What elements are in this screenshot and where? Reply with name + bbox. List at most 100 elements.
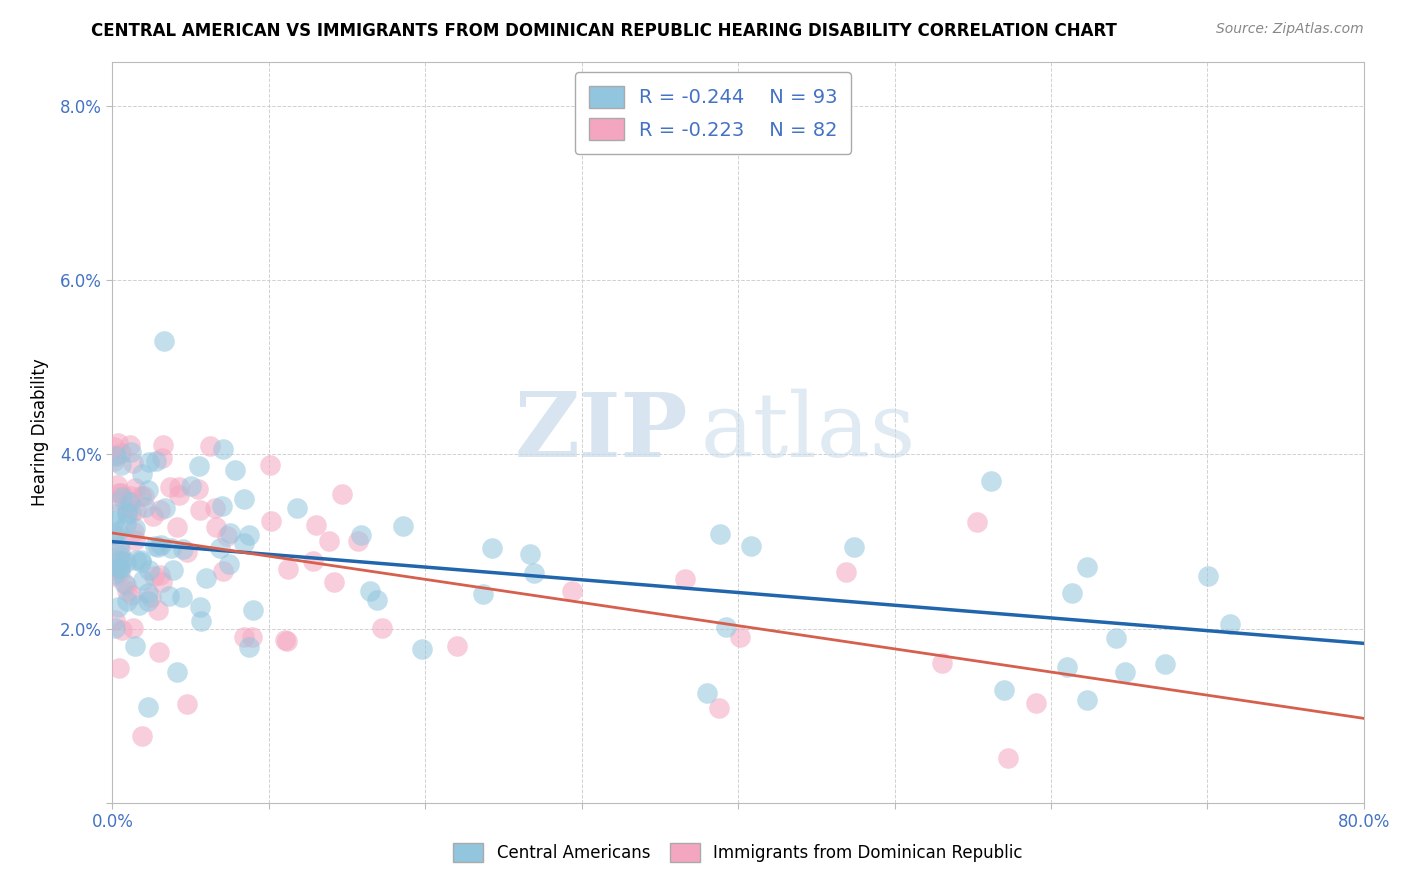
Point	[301, 554, 323, 568]
Point	[446, 640, 468, 654]
Point	[103, 453, 125, 467]
Point	[110, 485, 132, 500]
Point	[195, 571, 218, 585]
Point	[122, 457, 145, 471]
Point	[673, 572, 696, 586]
Point	[129, 489, 152, 503]
Point	[138, 483, 160, 498]
Point	[107, 600, 129, 615]
Point	[115, 555, 138, 569]
Point	[115, 507, 138, 521]
Point	[111, 624, 134, 638]
Point	[1062, 585, 1084, 599]
Point	[242, 603, 264, 617]
Point	[305, 518, 328, 533]
Point	[180, 479, 202, 493]
Point	[120, 506, 142, 520]
Point	[104, 613, 127, 627]
Point	[1104, 632, 1126, 646]
Point	[103, 561, 125, 575]
Point	[103, 440, 125, 454]
Point	[103, 568, 125, 582]
Point	[233, 535, 256, 549]
Point	[150, 451, 173, 466]
Point	[188, 503, 211, 517]
Point	[103, 567, 125, 582]
Point	[107, 435, 129, 450]
Point	[124, 521, 146, 535]
Point	[104, 527, 127, 541]
Point	[124, 524, 146, 539]
Point	[481, 541, 503, 556]
Point	[993, 682, 1015, 697]
Point	[134, 500, 156, 515]
Point	[259, 458, 281, 472]
Point	[104, 621, 127, 635]
Point	[1076, 559, 1098, 574]
Point	[160, 541, 183, 556]
Point	[143, 539, 166, 553]
Point	[110, 561, 132, 575]
Point	[146, 541, 169, 555]
Point	[176, 697, 198, 711]
Point	[115, 500, 138, 515]
Point	[159, 480, 181, 494]
Point	[104, 494, 127, 508]
Point	[129, 553, 152, 567]
Point	[204, 520, 226, 534]
Point	[1056, 660, 1078, 674]
Point	[561, 584, 583, 599]
Point	[366, 593, 388, 607]
Point	[166, 665, 188, 679]
Point	[108, 553, 131, 567]
Point	[142, 508, 165, 523]
Point	[709, 527, 731, 541]
Point	[108, 661, 131, 675]
Text: ZIP: ZIP	[515, 389, 688, 476]
Point	[188, 599, 211, 614]
Point	[233, 492, 256, 507]
Point	[318, 533, 340, 548]
Point	[274, 632, 297, 647]
Point	[980, 474, 1002, 488]
Legend: Central Americans, Immigrants from Dominican Republic: Central Americans, Immigrants from Domin…	[447, 836, 1029, 869]
Point	[124, 639, 146, 653]
Point	[323, 575, 346, 590]
Point	[129, 555, 152, 569]
Point	[260, 514, 283, 528]
Point	[149, 502, 172, 516]
Point	[204, 500, 226, 515]
Point	[707, 701, 730, 715]
Point	[153, 334, 176, 349]
Point	[150, 574, 173, 589]
Point	[472, 587, 495, 601]
Point	[157, 590, 180, 604]
Point	[138, 455, 160, 469]
Point	[115, 516, 138, 531]
Point	[519, 547, 541, 561]
Point	[110, 458, 132, 472]
Point	[198, 439, 221, 453]
Point	[696, 686, 718, 700]
Y-axis label: Hearing Disability: Hearing Disability	[31, 359, 49, 507]
Point	[212, 442, 235, 457]
Point	[1154, 657, 1177, 671]
Point	[103, 448, 125, 462]
Point	[108, 565, 131, 579]
Point	[136, 594, 159, 608]
Point	[103, 528, 125, 542]
Point	[115, 505, 138, 519]
Point	[523, 566, 546, 580]
Point	[238, 640, 260, 655]
Text: Source: ZipAtlas.com: Source: ZipAtlas.com	[1216, 22, 1364, 37]
Point	[105, 478, 128, 492]
Point	[110, 561, 132, 575]
Point	[1076, 693, 1098, 707]
Point	[120, 438, 142, 452]
Point	[120, 495, 142, 509]
Point	[125, 502, 148, 516]
Point	[211, 500, 233, 514]
Point	[190, 614, 212, 628]
Point	[153, 500, 176, 515]
Point	[330, 487, 353, 501]
